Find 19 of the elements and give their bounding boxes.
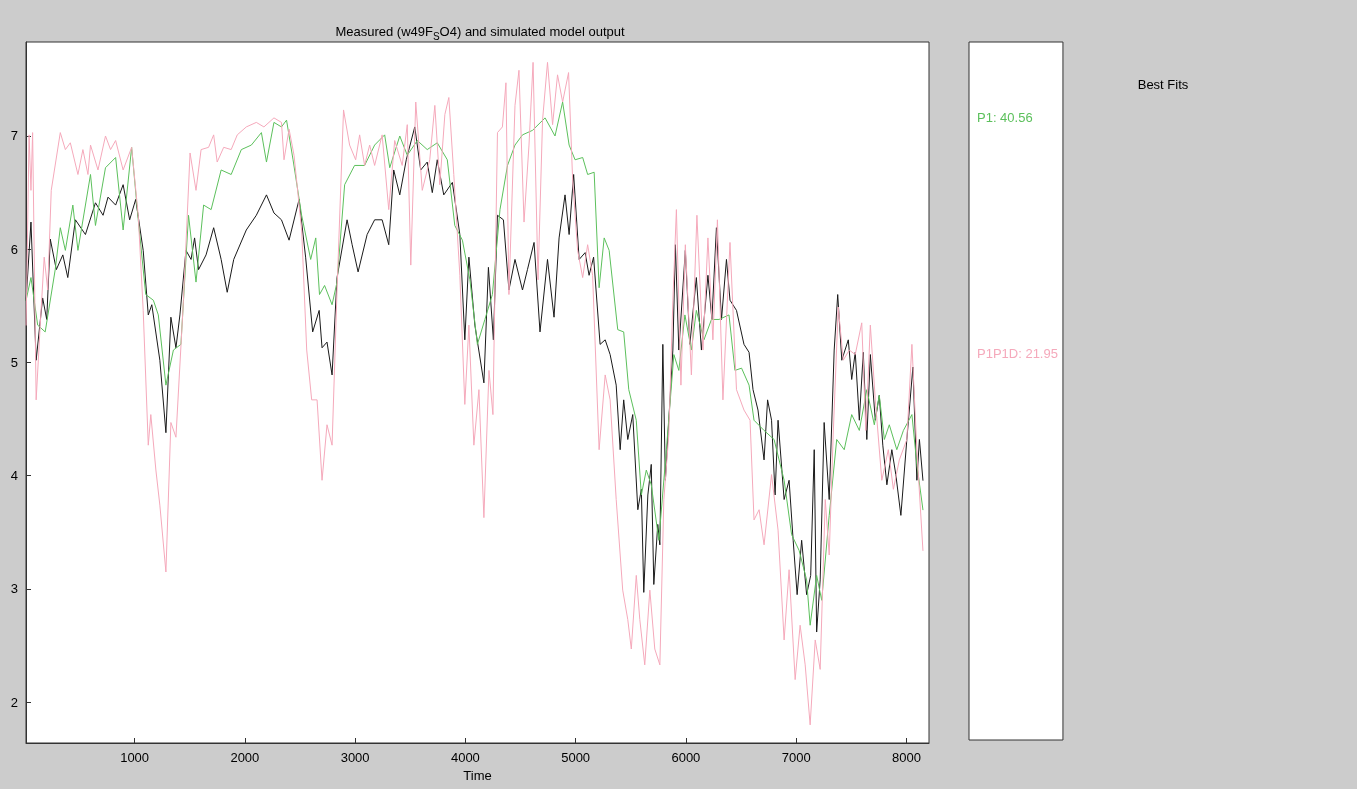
y-tick-label: 2 — [10, 694, 18, 710]
x-tick-label: 4000 — [450, 750, 480, 765]
x-tick-label: 1000 — [120, 750, 150, 765]
text: P1: 40.56 — [977, 109, 1033, 125]
y-tick-label: 4 — [10, 468, 18, 484]
legend-title: Best Fits — [1137, 77, 1189, 92]
y-tick-label: 7 — [10, 128, 18, 144]
x-tick-label: 8000 — [891, 750, 921, 765]
x-tick-label: 3000 — [340, 750, 370, 765]
text: P1P1D: 21.95 — [977, 346, 1058, 361]
x-tick-label: 5000 — [561, 750, 591, 765]
y-tick-label: 3 — [10, 581, 18, 597]
x-tick-label: 7000 — [781, 750, 811, 765]
line-series — [25, 61, 924, 726]
x-tick-label: 6000 — [671, 750, 701, 765]
y-tick-label: 5 — [10, 354, 18, 370]
x-axis-title: Time — [463, 767, 492, 783]
y-tick-label: 6 — [10, 241, 18, 257]
x-tick-label: 2000 — [230, 750, 260, 765]
